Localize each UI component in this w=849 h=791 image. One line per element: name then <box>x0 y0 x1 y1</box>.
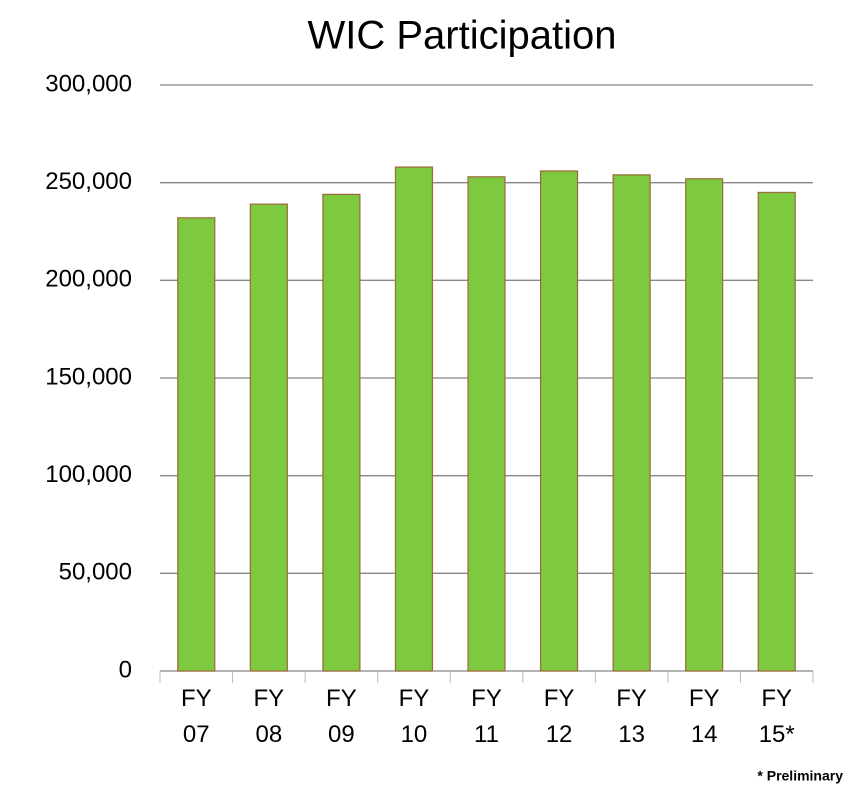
x-tick-label: FY 12 <box>544 685 575 748</box>
y-tick-label: 100,000 <box>45 461 132 488</box>
x-tick-label: FY 13 <box>616 685 647 748</box>
y-tick-label: 300,000 <box>45 70 132 97</box>
bar <box>685 178 724 672</box>
x-tick-label: FY 15* <box>759 685 795 748</box>
y-tick-label: 200,000 <box>45 266 132 293</box>
x-tick-label: FY 11 <box>471 685 502 748</box>
y-tick-label: 0 <box>119 656 132 683</box>
chart-title: WIC Participation <box>308 14 617 58</box>
y-tick-label: 50,000 <box>59 559 132 586</box>
y-tick-label: 250,000 <box>45 168 132 195</box>
bar <box>177 217 216 672</box>
bar <box>467 176 506 672</box>
bar <box>394 166 434 672</box>
x-tick-label: FY 09 <box>326 685 357 748</box>
x-tick-label: FY 10 <box>399 685 430 748</box>
x-tick-label: FY 08 <box>253 685 284 748</box>
bar <box>539 170 579 672</box>
bar <box>322 193 361 672</box>
bar <box>612 174 651 672</box>
x-tick-label: FY 14 <box>689 685 720 748</box>
x-tick-label: FY 07 <box>181 685 212 748</box>
annotation: * Preliminary <box>757 768 843 784</box>
bar <box>757 191 796 672</box>
bar <box>249 203 288 672</box>
y-tick-label: 150,000 <box>45 363 132 390</box>
